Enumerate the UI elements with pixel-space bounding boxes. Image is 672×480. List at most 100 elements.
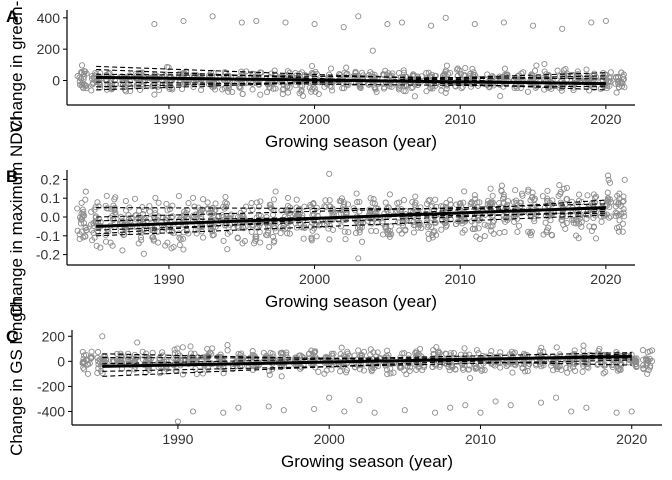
- data-point: [326, 236, 333, 243]
- data-point: [468, 199, 475, 206]
- data-point: [580, 342, 587, 349]
- data-point: [514, 228, 521, 235]
- data-point: [461, 345, 468, 352]
- data-point: [211, 86, 219, 93]
- data-point: [190, 194, 197, 201]
- data-point: [322, 353, 330, 360]
- data-point: [162, 242, 169, 249]
- outlier-point: [568, 408, 575, 415]
- data-point: [175, 192, 182, 200]
- data-point: [321, 370, 328, 377]
- data-point: [355, 347, 362, 354]
- data-point: [361, 348, 368, 355]
- data-point: [604, 189, 611, 196]
- data-point: [286, 230, 293, 237]
- data-point: [442, 89, 449, 96]
- data-point: [151, 91, 158, 98]
- data-point: [620, 197, 627, 205]
- data-point: [176, 234, 183, 241]
- data-point: [584, 192, 591, 199]
- data-point: [365, 72, 372, 79]
- data-point: [643, 356, 650, 363]
- mean-trend-line: [96, 75, 606, 86]
- outlier-point: [280, 407, 287, 414]
- trend-line: [96, 81, 606, 88]
- data-point: [146, 208, 153, 215]
- data-point: [559, 217, 566, 224]
- data-point: [343, 64, 350, 71]
- data-point: [542, 219, 549, 226]
- data-point: [353, 190, 360, 197]
- data-point: [313, 204, 320, 211]
- data-point: [519, 192, 526, 199]
- data-point: [175, 230, 182, 237]
- data-point: [388, 72, 395, 79]
- data-point: [425, 222, 432, 229]
- y-tick-label: -400: [37, 403, 65, 419]
- data-point: [457, 200, 464, 207]
- data-point: [473, 347, 480, 354]
- data-point: [308, 62, 316, 70]
- data-point: [648, 358, 656, 365]
- trend-line: [96, 203, 606, 218]
- data-point: [272, 188, 279, 195]
- data-point: [384, 371, 391, 378]
- data-point: [432, 196, 439, 203]
- outlier-point: [355, 255, 362, 262]
- data-point: [76, 235, 83, 243]
- data-point: [621, 176, 628, 183]
- data-point: [531, 218, 538, 225]
- data-point: [191, 203, 198, 210]
- data-point: [576, 191, 583, 198]
- data-point: [452, 366, 459, 373]
- data-point: [330, 350, 337, 357]
- data-point: [272, 85, 279, 92]
- data-point: [527, 197, 534, 204]
- y-tick-label: 0: [57, 353, 65, 369]
- data-point: [284, 89, 292, 96]
- data-point: [150, 236, 157, 243]
- data-point: [632, 361, 639, 368]
- data-point: [353, 218, 360, 225]
- data-point: [257, 239, 264, 246]
- data-point: [428, 71, 435, 78]
- outlier-point: [189, 408, 197, 415]
- data-point: [257, 198, 264, 205]
- data-point: [615, 228, 622, 235]
- data-point: [111, 196, 118, 203]
- data-point: [82, 188, 89, 195]
- data-point: [78, 75, 85, 82]
- outlier-point: [588, 19, 595, 26]
- data-point: [82, 196, 89, 203]
- panel-tag: C: [6, 327, 18, 346]
- data-point: [277, 364, 284, 371]
- data-point: [237, 85, 244, 92]
- data-point: [249, 70, 256, 77]
- x-tick-label: 2000: [299, 271, 330, 287]
- data-point: [315, 368, 322, 375]
- data-point: [94, 348, 102, 356]
- x-tick-label: 2010: [465, 431, 496, 447]
- outlier-point: [311, 21, 318, 28]
- data-point: [286, 84, 293, 91]
- data-point: [140, 250, 147, 257]
- data-point: [219, 86, 226, 93]
- data-point: [164, 215, 171, 222]
- data-point: [177, 236, 184, 243]
- data-point: [525, 186, 532, 193]
- data-point: [156, 355, 163, 362]
- data-point: [169, 213, 176, 220]
- data-point: [185, 200, 192, 207]
- data-point: [78, 199, 85, 206]
- data-point: [613, 89, 620, 96]
- data-point: [425, 197, 432, 204]
- data-point: [380, 71, 387, 78]
- data-point: [270, 353, 277, 360]
- data-point: [344, 82, 351, 89]
- data-point: [600, 73, 607, 81]
- data-point: [341, 206, 348, 213]
- data-point: [284, 230, 291, 237]
- chart-panel-b: 1990 2000 2010 2020 -0.2 -0.1 0.0 0.1 0.2 Growing…: [6, 116, 635, 318]
- y-tick-label: -200: [37, 378, 65, 394]
- data-point: [338, 344, 345, 351]
